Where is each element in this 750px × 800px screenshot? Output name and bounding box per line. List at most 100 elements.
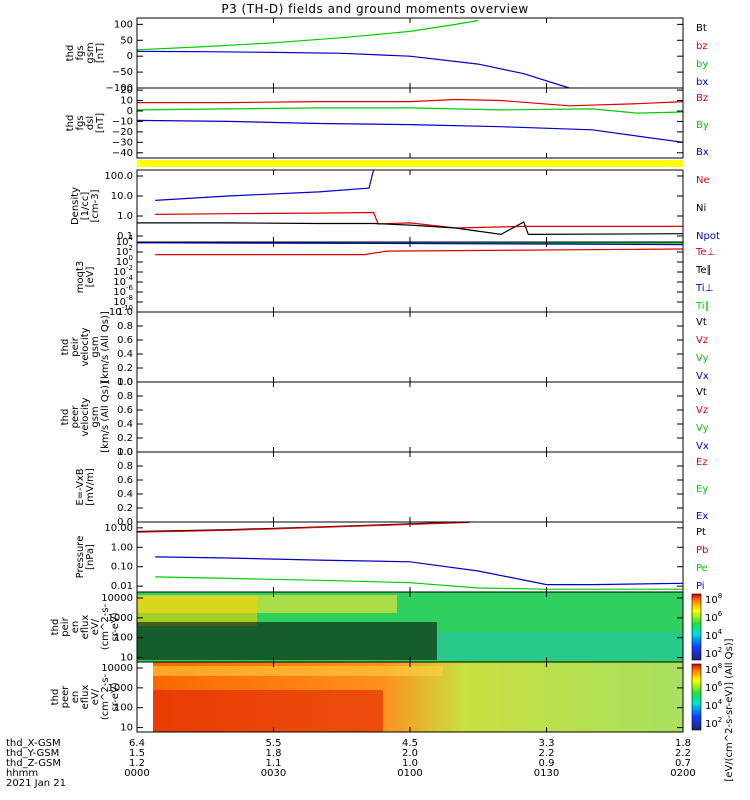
y-tick-label: 0.2 [117, 433, 133, 444]
colorbar-tick-label: 106 [705, 680, 723, 694]
colorbar-tick-label: 108 [705, 662, 722, 676]
y-axis-label: gsm [90, 336, 101, 357]
y-axis-label: velocity [80, 327, 91, 366]
y-tick-label: 100.0 [104, 171, 133, 182]
footer-row-label: hhmm [6, 768, 39, 779]
legend-Pe: Pe [696, 563, 708, 574]
spectrogram-band [437, 632, 683, 660]
legend-Vy: Vy [696, 423, 709, 434]
legend-Ex: Ex [696, 511, 708, 522]
spectrogram-noise [137, 622, 437, 660]
y-axis-label: [nT] [95, 43, 106, 63]
y-tick-label: 1.0 [117, 307, 133, 318]
y-axis-label: peer [70, 405, 81, 429]
y-axis-label: peir [70, 336, 81, 356]
legend-Pb: Pb [696, 545, 708, 556]
series-line-by [136, 19, 479, 51]
panel-frame [136, 17, 684, 89]
y-tick-label: 0.4 [117, 489, 133, 500]
panel-frame [136, 381, 684, 453]
y-axis-label: [nT] [95, 113, 106, 133]
series-line-Pi [155, 556, 684, 586]
panel-frame [136, 451, 684, 523]
footer-value: 1.8 [675, 738, 691, 749]
y-tick-label: −50 [112, 67, 133, 78]
y-tick-label: 0.2 [117, 503, 133, 514]
colorbar [691, 663, 702, 731]
y-tick-label: 0.0 [117, 517, 133, 528]
legend-Bt: Bt [696, 23, 707, 34]
footer-value: 0100 [397, 768, 423, 779]
footer-date: 2021 Jan 21 [6, 778, 66, 789]
y-tick-label: 0.8 [117, 391, 133, 402]
y-tick-label: 100 [114, 19, 133, 30]
series-line-Te⊥ [155, 248, 684, 256]
y-axis-label: [1/cc] [80, 192, 91, 221]
y-axis-label: dsl [85, 116, 96, 130]
y-axis-label: [cm-3] [90, 189, 101, 222]
y-axis-label: sr-eV) [110, 682, 121, 711]
spectrogram-band [153, 666, 443, 676]
legend-bx: bx [696, 77, 708, 88]
y-tick-label: 10000 [101, 663, 133, 674]
footer-value: 1.8 [265, 748, 282, 759]
y-tick-label: 100 [116, 254, 133, 268]
legend-Ez: Ez [696, 457, 708, 468]
panel-fgs_gsm: thd fgs gsm [nT] Bt bz by bx [65, 17, 708, 89]
y-axis-label: peer [60, 685, 71, 709]
footer-value: 2.0 [402, 748, 418, 759]
y-tick-label: 102 [116, 244, 133, 258]
series-line-Bx [136, 119, 684, 143]
y-tick-label: 100 [114, 703, 133, 714]
y-tick-label: 50 [120, 35, 133, 46]
legend-By: By [696, 120, 709, 131]
legend-Npot: Npot [696, 231, 720, 242]
y-tick-label: 1000 [108, 683, 133, 694]
panel-peer_en_eflux: thd peer en eflux eV/(cm^2-s-sr-eV) [50, 661, 702, 733]
y-axis-label: (cm^2-s- [100, 673, 111, 720]
y-axis-label: [nPa] [85, 544, 96, 570]
y-axis-label: thd [65, 115, 76, 132]
legend-Vz: Vz [696, 335, 708, 346]
footer-row-label: thd_Y-GSM [6, 748, 60, 759]
legend-by: by [696, 59, 708, 70]
y-axis-label: velocity [80, 397, 91, 436]
y-axis-label: fgs [75, 45, 86, 60]
colorbar-tick-label: 104 [705, 628, 723, 642]
y-tick-label: 0.4 [117, 349, 133, 360]
y-tick-label: −10 [112, 116, 133, 127]
y-tick-label: 1.0 [117, 447, 133, 458]
y-tick-label: 10-6 [113, 284, 133, 298]
y-axis-label: eV/ [90, 688, 101, 705]
legend-Vz: Vz [696, 405, 708, 416]
colorbar-tick-label: 104 [705, 698, 723, 712]
y-tick-label: 10 [120, 653, 133, 664]
colorbar-tick-label: 102 [705, 716, 722, 730]
legend-Vt: Vt [696, 317, 707, 328]
y-tick-label: 10-8 [113, 294, 133, 308]
y-axis-label: thd [50, 689, 61, 706]
panel-fgs_dsl: thd fgs dsl [nT] Bz By Bx [65, 87, 709, 159]
footer-value: 5.5 [265, 738, 282, 749]
legend-Ne: Ne [696, 175, 710, 186]
y-tick-label: −40 [112, 148, 133, 159]
y-axis-label: moqt3 [75, 261, 86, 294]
panel-peer_velocity: thd peer velocity gsm [km/s (All Qs)] Vt Vz Vy V… [60, 381, 709, 453]
y-tick-label: 0 [127, 106, 133, 117]
y-axis-label: sr-eV) [110, 612, 121, 641]
legend-Ey: Ey [696, 484, 708, 495]
colorbar-tick-label: 108 [705, 592, 722, 606]
colorbar [691, 593, 702, 661]
legend-Ni: Ni [696, 203, 706, 214]
legend-Pi: Pi [696, 581, 705, 592]
y-tick-label: 0.4 [117, 419, 133, 430]
y-tick-label: 0 [127, 51, 133, 62]
y-axis-label: Density [70, 187, 81, 225]
y-tick-label: 0.8 [117, 461, 133, 472]
y-axis-label: [eV] [85, 267, 96, 288]
page-title: P3 (TH-D) fields and ground moments over… [221, 2, 529, 16]
y-axis-label: thd [65, 45, 76, 62]
y-tick-label: 10-10 [109, 304, 133, 318]
series-line-Bz [137, 98, 684, 107]
